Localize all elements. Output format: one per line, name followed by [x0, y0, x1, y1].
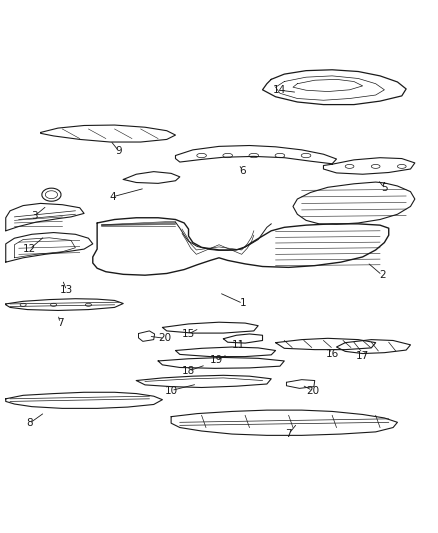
Text: 12: 12 — [23, 244, 36, 254]
Text: 17: 17 — [356, 351, 369, 361]
Text: 2: 2 — [379, 270, 385, 280]
Text: 3: 3 — [31, 212, 37, 221]
Text: 20: 20 — [306, 385, 319, 395]
Text: 20: 20 — [158, 333, 171, 343]
Text: 7: 7 — [285, 429, 292, 439]
Text: 7: 7 — [57, 318, 64, 328]
Text: 15: 15 — [182, 329, 195, 339]
Text: 8: 8 — [26, 418, 33, 428]
Text: 13: 13 — [60, 286, 73, 295]
Text: 4: 4 — [109, 192, 116, 202]
Text: 19: 19 — [210, 355, 223, 365]
Text: 5: 5 — [381, 183, 388, 193]
Text: 10: 10 — [165, 385, 178, 395]
Text: 14: 14 — [273, 85, 286, 95]
Text: 18: 18 — [182, 366, 195, 376]
Text: 1: 1 — [240, 298, 246, 309]
Text: 16: 16 — [325, 349, 339, 359]
Text: 9: 9 — [116, 146, 122, 156]
Text: 11: 11 — [232, 340, 245, 350]
Text: 6: 6 — [240, 166, 246, 176]
